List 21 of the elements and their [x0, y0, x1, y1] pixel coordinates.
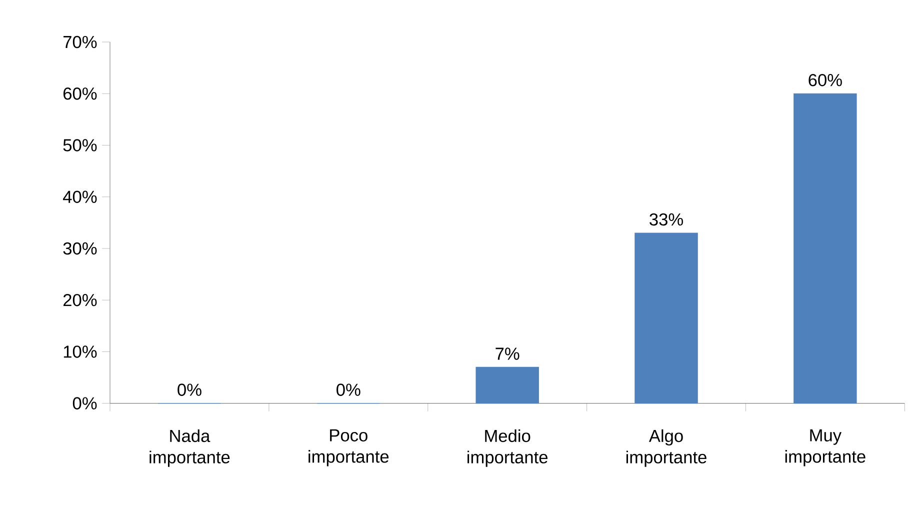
x-tick-label: Muy importante — [785, 429, 866, 466]
x-tick-label: Medio importante — [468, 429, 548, 467]
data-label: 33% — [650, 213, 683, 226]
x-tick-label: Algo importante — [626, 429, 706, 467]
y-tick-label: 70% — [64, 36, 97, 48]
bar — [634, 232, 698, 404]
y-tick-label: 0% — [72, 397, 97, 410]
y-tick-label: 10% — [64, 346, 97, 358]
x-tick-label: Nada importante — [150, 429, 230, 467]
x-tick-label: Poco importante — [308, 429, 389, 466]
y-tick-label: 60% — [63, 87, 97, 100]
y-tick-label: 20% — [63, 294, 97, 306]
data-label: 0% — [336, 384, 360, 396]
bar — [794, 93, 857, 404]
data-label: 60% — [808, 74, 842, 86]
data-label: 0% — [178, 384, 202, 396]
bar — [476, 366, 539, 404]
y-tick-label: 30% — [63, 242, 97, 255]
y-tick-label: 40% — [63, 190, 97, 203]
y-tick-label: 50% — [63, 139, 97, 152]
data-label: 7% — [496, 348, 520, 360]
